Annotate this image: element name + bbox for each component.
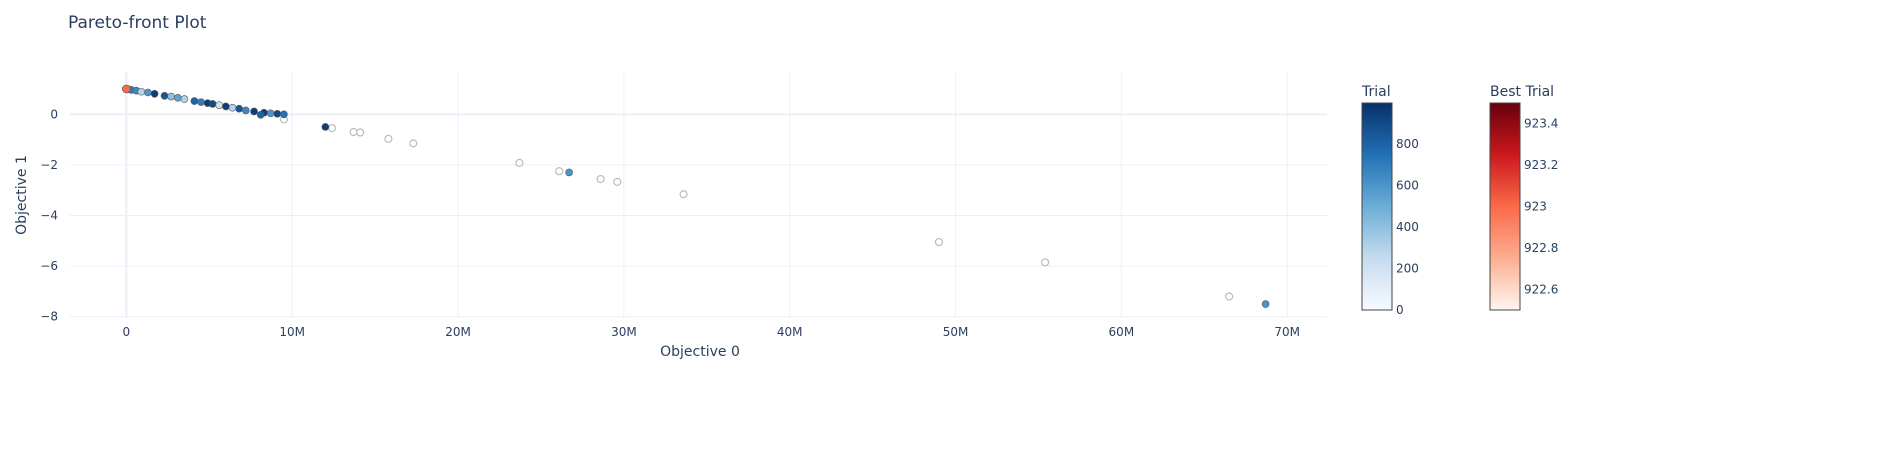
trial-point [173, 94, 182, 102]
y-tick-label: −4 [40, 209, 58, 223]
x-tick-label: 10M [279, 325, 305, 339]
x-tick-label: 30M [611, 325, 637, 339]
other-trial-point [596, 174, 605, 184]
chart-title: Pareto-front Plot [68, 13, 207, 33]
x-tick-label: 50M [943, 325, 969, 339]
colorbar-trial [1361, 102, 1393, 311]
colorbar-tick-label: 923 [1524, 200, 1547, 214]
best-trial-point [122, 84, 131, 94]
other-trial-point [1040, 258, 1050, 267]
trial-point [167, 92, 175, 101]
other-trial-point [555, 167, 564, 176]
x-tick-label: 0 [123, 325, 131, 339]
colorbar-tick-label: 600 [1396, 179, 1419, 193]
y-tick-label: −6 [40, 259, 58, 273]
grid [70, 72, 1327, 318]
trial-point [197, 98, 205, 106]
trial-point [266, 109, 275, 118]
colorbar-tick-label: 0 [1396, 303, 1404, 317]
colorbars: Trial 0 200 400 600 800 Best Trial 922.6 922.8 92… [1361, 84, 1558, 317]
trial-point [180, 95, 189, 103]
x-tick-label: 20M [445, 325, 471, 339]
colorbar-tick-label: 922.6 [1524, 282, 1558, 296]
trial-point [250, 107, 258, 116]
trial-point [235, 104, 243, 113]
colorbar-tick-label: 200 [1396, 262, 1419, 276]
trial-point [137, 87, 146, 96]
x-tick-label: 60M [1109, 325, 1135, 339]
other-trial-point [613, 177, 622, 186]
colorbar-title: Best Trial [1490, 84, 1554, 100]
trial-point [321, 123, 330, 131]
colorbar-title: Trial [1361, 84, 1391, 100]
trial-point [565, 168, 573, 177]
y-axis-ticks: 0 −2 −4 −6 −8 [40, 107, 58, 323]
colorbar-tick-label: 922.8 [1524, 241, 1558, 255]
other-trial-point [679, 190, 688, 199]
x-tick-label: 70M [1274, 325, 1300, 339]
colorbar-tick-label: 923.2 [1524, 158, 1558, 172]
y-tick-label: 0 [50, 107, 58, 121]
other-trial-point [934, 237, 944, 247]
trial-point [222, 102, 230, 111]
other-trial-point [384, 134, 393, 143]
trial-point [144, 88, 152, 97]
x-tick-label: 40M [777, 325, 803, 339]
trial-point [208, 100, 217, 108]
colorbar-tick-label: 923.4 [1524, 117, 1558, 131]
other-trial-point [1225, 292, 1234, 301]
trial-point [273, 109, 282, 118]
trial-point [1261, 300, 1270, 308]
colorbar-tick-label: 400 [1396, 220, 1419, 234]
y-tick-label: −8 [40, 310, 58, 324]
trial-point [241, 106, 250, 115]
trial-point [228, 103, 237, 112]
colorbar-tick-label: 800 [1396, 137, 1419, 151]
other-trial-point [515, 158, 524, 167]
trial-point [280, 110, 288, 119]
other-trial-point [409, 139, 418, 148]
trial-point [215, 101, 224, 109]
trial-point [190, 97, 199, 105]
x-axis-ticks: 0 10M 20M 30M 40M 50M 60M 70M [123, 325, 1300, 339]
colorbar-best-trial [1489, 102, 1521, 311]
trial-point [150, 89, 159, 98]
trial-point [160, 91, 169, 100]
points [122, 84, 1270, 308]
y-axis-title: Objective 1 [14, 155, 30, 235]
other-trial-point [349, 127, 358, 137]
trial-point [256, 110, 265, 119]
other-trial-point [327, 124, 337, 133]
y-tick-label: −2 [40, 158, 58, 172]
other-trial-point [356, 128, 365, 137]
x-axis-title: Objective 0 [660, 344, 740, 360]
